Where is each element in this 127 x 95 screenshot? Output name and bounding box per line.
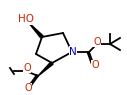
Text: O: O <box>23 63 31 73</box>
Polygon shape <box>28 22 43 38</box>
Text: O: O <box>93 37 101 47</box>
Polygon shape <box>38 62 53 76</box>
Text: N: N <box>69 47 77 57</box>
Text: O: O <box>24 83 32 93</box>
Text: HO: HO <box>18 14 34 24</box>
Text: O: O <box>91 60 99 70</box>
